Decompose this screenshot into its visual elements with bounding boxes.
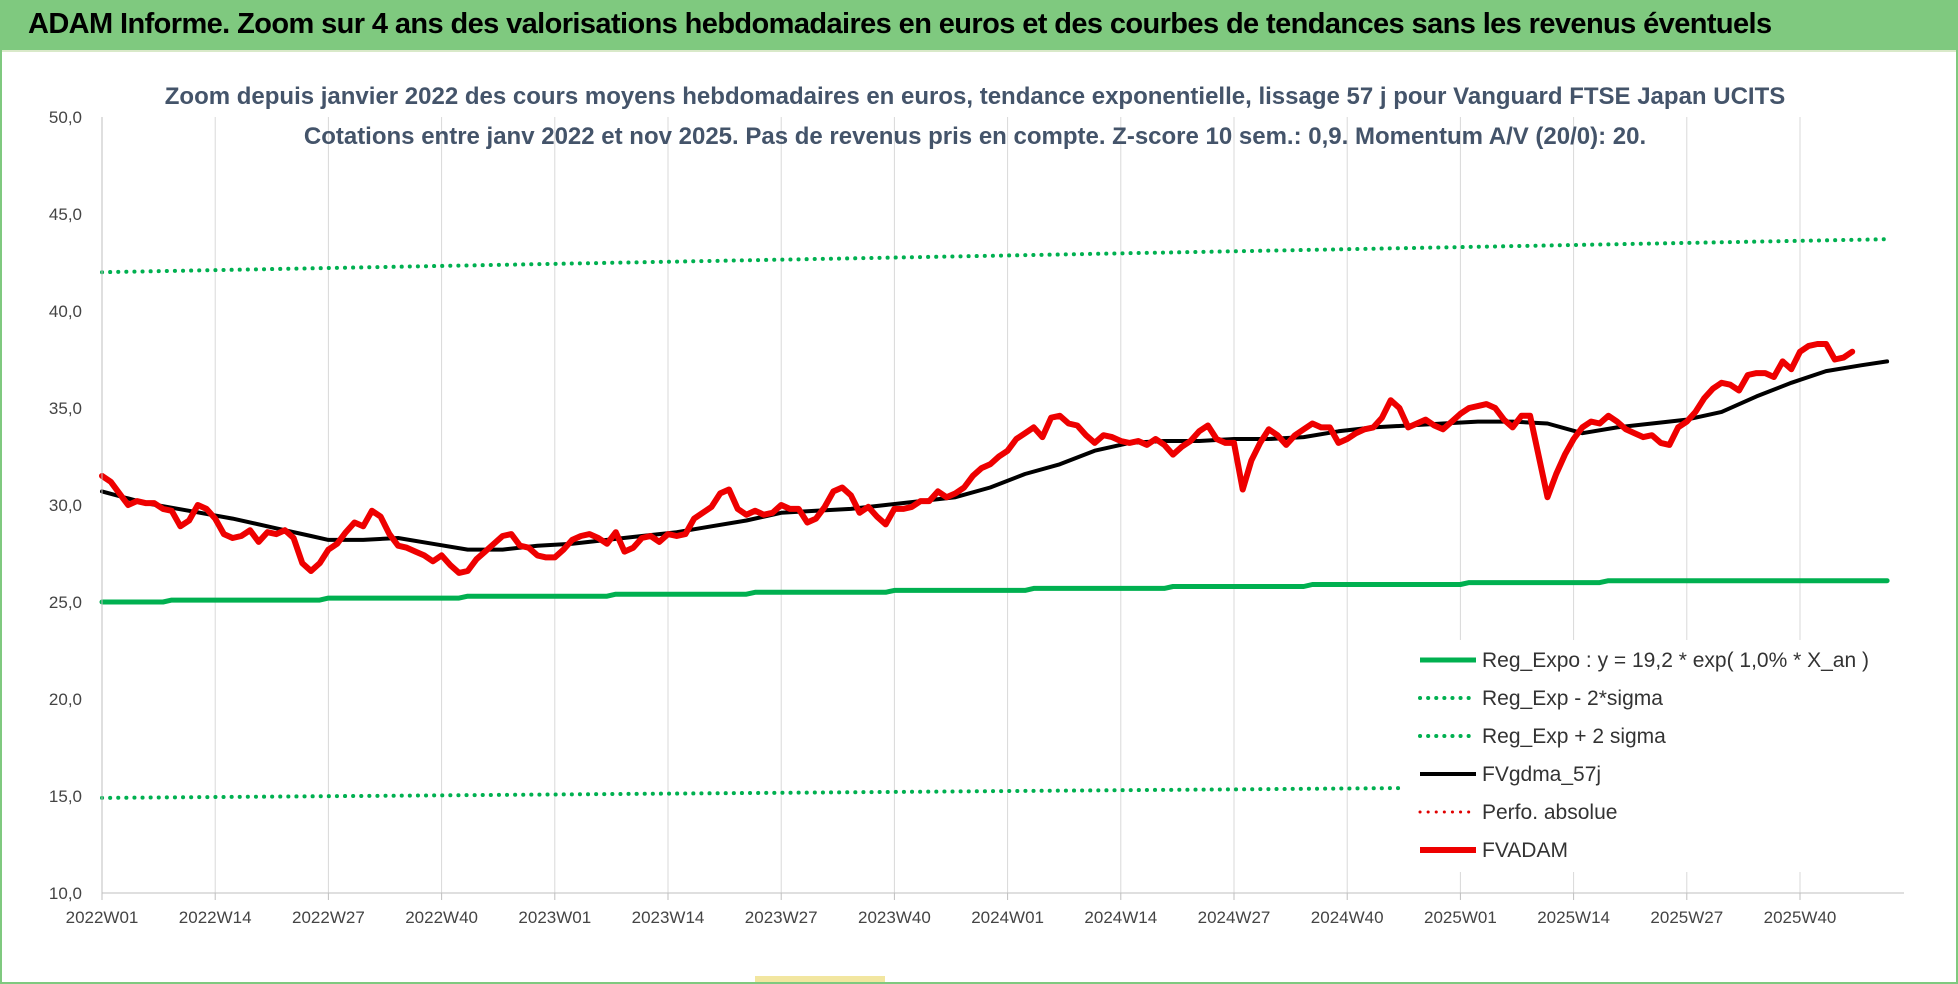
chart-title: Zoom depuis janvier 2022 des cours moyen… xyxy=(165,83,1786,110)
series-line-2 xyxy=(100,237,1890,275)
x-tick-label: 2025W27 xyxy=(1650,908,1723,927)
y-tick-label: 15,0 xyxy=(49,787,82,806)
series-line-0 xyxy=(99,578,1890,605)
y-tick-label: 20,0 xyxy=(49,690,82,709)
y-tick-label: 25,0 xyxy=(49,593,82,612)
series-line-5 xyxy=(99,341,1856,576)
y-tick-label: 10,0 xyxy=(49,884,82,903)
x-tick-label: 2023W01 xyxy=(518,908,591,927)
x-tick-label: 2023W40 xyxy=(858,908,931,927)
legend-label: FVADAM xyxy=(1482,839,1568,862)
y-tick-label: 35,0 xyxy=(49,399,82,418)
x-tick-label: 2022W40 xyxy=(405,908,478,927)
x-tick-label: 2024W14 xyxy=(1084,908,1157,927)
report-banner: ADAM Informe. Zoom sur 4 ans des valoris… xyxy=(0,0,1958,52)
gridlines xyxy=(101,117,1801,893)
report-title: ADAM Informe. Zoom sur 4 ans des valoris… xyxy=(28,8,1772,40)
x-tick-label: 2025W14 xyxy=(1537,908,1610,927)
x-tick-label: 2025W40 xyxy=(1764,908,1837,927)
legend-label: Reg_Exp + 2 sigma xyxy=(1482,725,1666,748)
legend-box xyxy=(1402,640,1902,872)
y-tick-label: 45,0 xyxy=(49,205,82,224)
y-tick-label: 40,0 xyxy=(49,302,82,321)
x-tick-label: 2023W27 xyxy=(745,908,818,927)
x-tick-label: 2022W14 xyxy=(179,908,252,927)
x-tick-label: 2022W01 xyxy=(66,908,139,927)
x-axis: 2022W01 2022W14 2022W27 2022W40 2023W01 2023W… xyxy=(66,892,1904,927)
x-tick-label: 2022W27 xyxy=(292,908,365,927)
x-tick-label: 2025W01 xyxy=(1424,908,1497,927)
legend: Reg_Expo : y = 19,2 * exp( 1,0% * X_an )… xyxy=(1402,640,1902,872)
legend-label: Perfo. absolue xyxy=(1482,801,1617,824)
y-tick-label: 30,0 xyxy=(49,496,82,515)
x-tick-label: 2024W40 xyxy=(1311,908,1384,927)
legend-label: FVgdma_57j xyxy=(1482,763,1601,786)
y-axis: 10,0 15,0 20,0 25,0 30,0 35,0 40,0 45,0 50,0 xyxy=(49,108,103,903)
y-tick-label: 50,0 xyxy=(49,108,82,127)
series-line-3 xyxy=(100,359,1890,552)
x-tick-label: 2024W27 xyxy=(1198,908,1271,927)
scroll-indicator xyxy=(755,976,885,982)
x-tick-label: 2024W01 xyxy=(971,908,1044,927)
x-tick-label: 2023W14 xyxy=(632,908,705,927)
series-line-1 xyxy=(100,782,1890,800)
chart-subtitle: Cotations entre janv 2022 et nov 2025. P… xyxy=(304,123,1646,150)
legend-label: Reg_Exp - 2*sigma xyxy=(1482,687,1663,710)
legend-label: Reg_Expo : y = 19,2 * exp( 1,0% * X_an ) xyxy=(1482,649,1869,672)
series-layer xyxy=(99,237,1890,800)
